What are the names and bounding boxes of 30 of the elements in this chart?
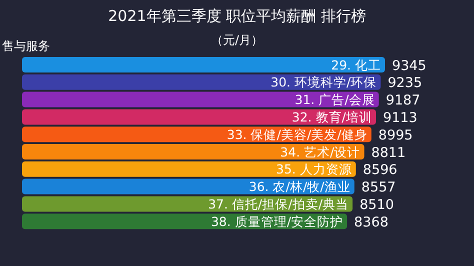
bar: [22, 57, 385, 72]
y-tick-label: 35. 人力资源: [276, 162, 352, 177]
y-tick-label: 30. 环境科学/环保: [270, 74, 377, 90]
data-label: 9113: [382, 110, 418, 126]
data-label: 8368: [354, 214, 388, 230]
y-tick-label: 31. 广告/会展: [294, 92, 375, 108]
data-label: 8557: [361, 180, 396, 196]
y-tick-label: 38. 质量管理/安全防护: [210, 214, 344, 229]
data-label: 9187: [386, 92, 420, 109]
data-label: 8596: [362, 162, 398, 178]
chart-title: 2021年第三季度 职位平均薪酬 排行榜: [108, 7, 366, 25]
data-label: 8995: [378, 127, 413, 144]
y-tick-label: 37. 信托/担保/拍卖/典当: [208, 196, 349, 212]
bar: [22, 74, 381, 90]
bar: [22, 109, 376, 125]
bar: [22, 178, 354, 194]
y-tick-label: 34. 艺术/设计: [280, 144, 360, 160]
data-label: 8811: [371, 144, 406, 161]
y-tick-label: 36. 农/林/牧/渔业: [248, 179, 350, 194]
y-tick-label: 32. 教育/培训: [292, 109, 372, 124]
bar: [22, 161, 356, 177]
data-label: 8510: [360, 196, 394, 213]
y-tick-label: 33. 保健/美容/美发/健身: [226, 126, 368, 142]
y-tick-label: 29. 化工: [331, 57, 381, 72]
chart-subtitle: （元/月）: [210, 33, 264, 47]
bar: [22, 144, 364, 160]
data-label: 9345: [392, 58, 426, 74]
text: 售与服务: [2, 39, 50, 53]
data-label: 9235: [388, 75, 422, 92]
bar: [22, 92, 379, 108]
